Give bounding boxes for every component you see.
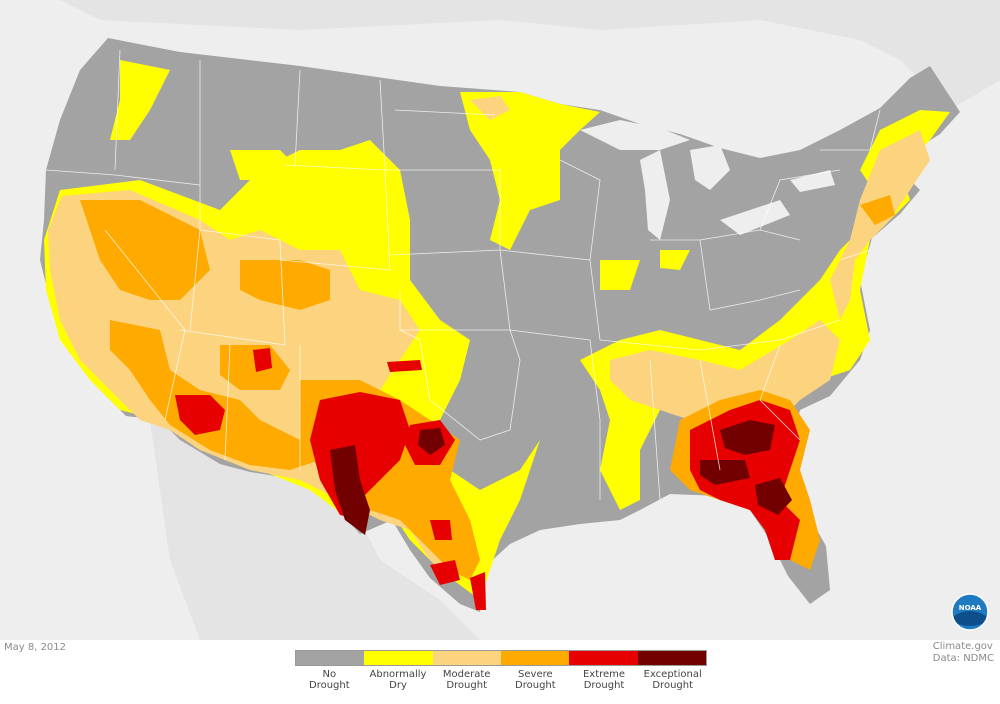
credits: Climate.gov Data: NDMC: [933, 641, 994, 665]
legend-swatch-abnormally-dry: [364, 651, 433, 665]
mexico-landmass: [150, 420, 480, 640]
credit-site: Climate.gov: [932, 641, 993, 652]
extreme-drought-areas: [175, 348, 800, 610]
legend-label-exceptional: Exceptional Drought: [643, 669, 702, 691]
legend-label-no-drought: No Drought: [309, 669, 350, 691]
drought-map: NOAA: [0, 0, 1000, 640]
map-date: May 8, 2012: [4, 642, 67, 653]
legend-swatch-extreme: [569, 651, 638, 665]
noaa-logo: NOAA: [951, 593, 989, 631]
great-lakes: [580, 120, 835, 240]
state-borders: [45, 49, 881, 501]
legend-swatch-severe: [500, 651, 570, 665]
drought-map-svg: [40, 0, 1000, 640]
legend-swatch-moderate: [432, 651, 501, 665]
legend-swatch-exceptional: [637, 651, 706, 665]
legend-labels: No Drought Abnormally Dry Moderate Drought …: [295, 669, 707, 691]
legend-label-extreme: Extreme Drought: [582, 669, 626, 691]
canada-landmass: [60, 0, 1000, 110]
exceptional-drought-areas: [330, 420, 792, 535]
legend: No Drought Abnormally Dry Moderate Drought …: [295, 650, 707, 691]
credit-data-source: Data: NDMC: [932, 653, 994, 664]
legend-label-moderate: Moderate Drought: [442, 669, 491, 691]
footer: May 8, 2012 Climate.gov Data: NDMC No Dro…: [0, 640, 1000, 704]
legend-label-abnormally-dry: Abnormally Dry: [369, 669, 427, 691]
noaa-logo-text: NOAA: [959, 604, 982, 612]
legend-label-severe: Severe Drought: [515, 669, 556, 691]
legend-color-bar: [295, 650, 707, 666]
legend-swatch-no-drought: [296, 651, 365, 665]
